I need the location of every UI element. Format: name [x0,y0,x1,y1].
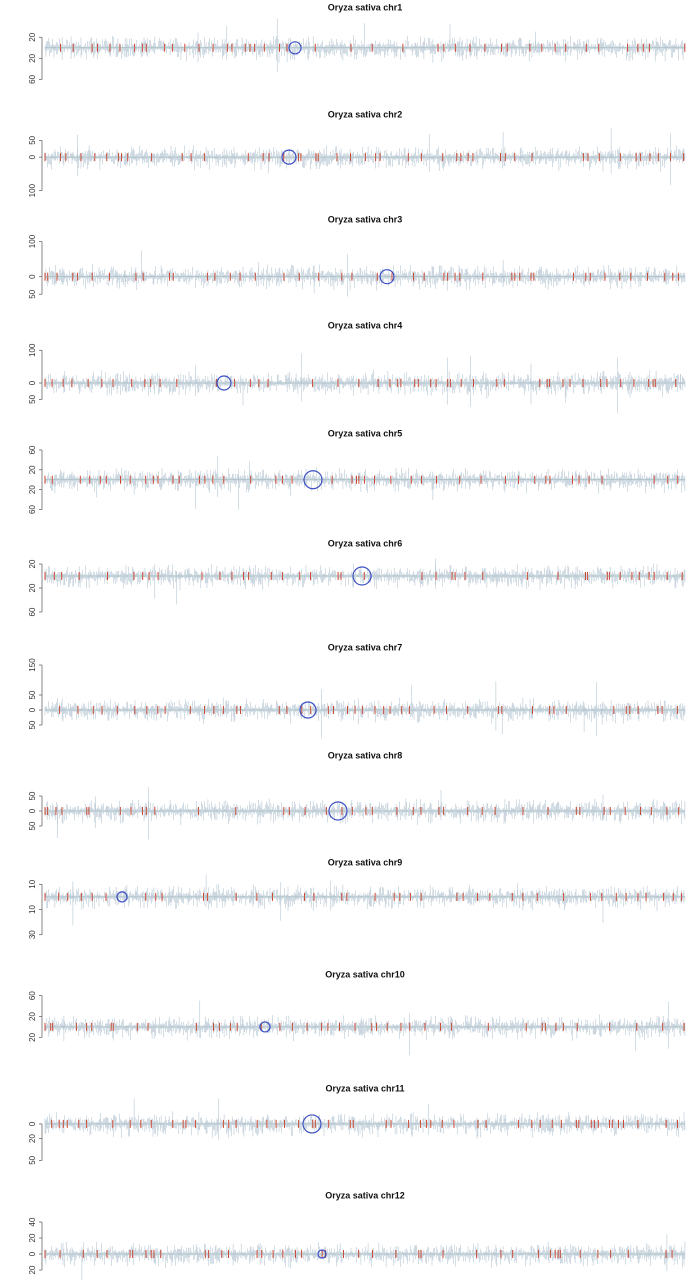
y-tick-label: 0 [28,154,37,159]
y-tick-label: 50 [28,1155,37,1164]
centromere [352,566,372,586]
panel-title: Oryza sativa chr11 [325,1083,404,1093]
y-tick-label: 0 [28,1121,37,1126]
y-tick-label: 20 [28,53,37,62]
centromere [302,1114,322,1134]
centromere [216,375,232,391]
y-tick-label: 20 [28,465,37,474]
y-tick-label: 60 [28,505,37,514]
y-tick-label: 20 [28,1012,37,1021]
y-tick-label: 0 [28,380,37,385]
y-tick-label: 40 [28,1217,37,1226]
y-tick-label: 0 [28,808,37,813]
y-tick-label: 60 [28,607,37,616]
y-tick-label: 50 [28,690,37,699]
signal [44,1234,686,1280]
panel-title: Oryza sativa chr8 [328,750,403,760]
signal [44,787,686,840]
y-tick-label: 20 [28,1233,37,1242]
centromere [116,891,128,903]
panel-title: Oryza sativa chr4 [328,320,403,330]
y-tick-label: 60 [28,445,37,454]
y-tick-label: 0 [28,707,37,712]
panel-title: Oryza sativa chr7 [328,642,403,652]
y-tick-label: 0 [28,274,37,279]
y-tick-label: 100 [28,183,37,197]
centromere [281,149,297,165]
signal [44,18,686,72]
signal [44,1000,686,1056]
y-tick-label: 20 [28,583,37,592]
y-tick-label: 100 [28,234,37,248]
y-tick-label: 50 [28,135,37,144]
y-tick-label: 100 [28,343,37,357]
panel-title: Oryza sativa chr12 [325,1190,405,1200]
panel-title: Oryza sativa chr9 [328,857,403,867]
panel-title: Oryza sativa chr5 [328,428,403,438]
y-tick-label: 20 [28,1134,37,1143]
centromere [328,801,348,821]
y-tick-label: 20 [28,1032,37,1041]
panel-title: Oryza sativa chr3 [328,214,403,224]
y-tick-label: 20 [28,32,37,41]
y-tick-label: 50 [28,289,37,298]
y-tick-label: 60 [28,74,37,83]
panel-title: Oryza sativa chr6 [328,538,403,548]
signal [44,250,686,297]
centromere [299,701,317,719]
y-tick-label: 50 [28,394,37,403]
signal [44,874,686,926]
y-tick-label: 20 [28,485,37,494]
centromere [259,1021,271,1033]
y-tick-label: 20 [28,559,37,568]
signal [44,1098,686,1140]
y-tick-label: 30 [28,930,37,939]
y-tick-label: 10 [28,879,37,888]
y-tick-label: 0 [28,1251,37,1256]
panel-title: Oryza sativa chr10 [325,969,405,979]
y-tick-label: 50 [28,821,37,830]
y-tick-label: 60 [28,991,37,1000]
centromere [303,470,323,490]
centromere [288,41,302,55]
signal [44,558,686,605]
panel-title: Oryza sativa chr2 [328,109,403,119]
centromere [317,1249,327,1259]
y-tick-label: 50 [28,720,37,729]
panel-title: Oryza sativa chr1 [328,2,403,12]
y-tick-label: 50 [28,791,37,800]
y-tick-label: 150 [28,658,37,672]
centromere [379,269,395,285]
y-tick-label: 10 [28,905,37,914]
y-tick-label: 20 [28,1265,37,1274]
